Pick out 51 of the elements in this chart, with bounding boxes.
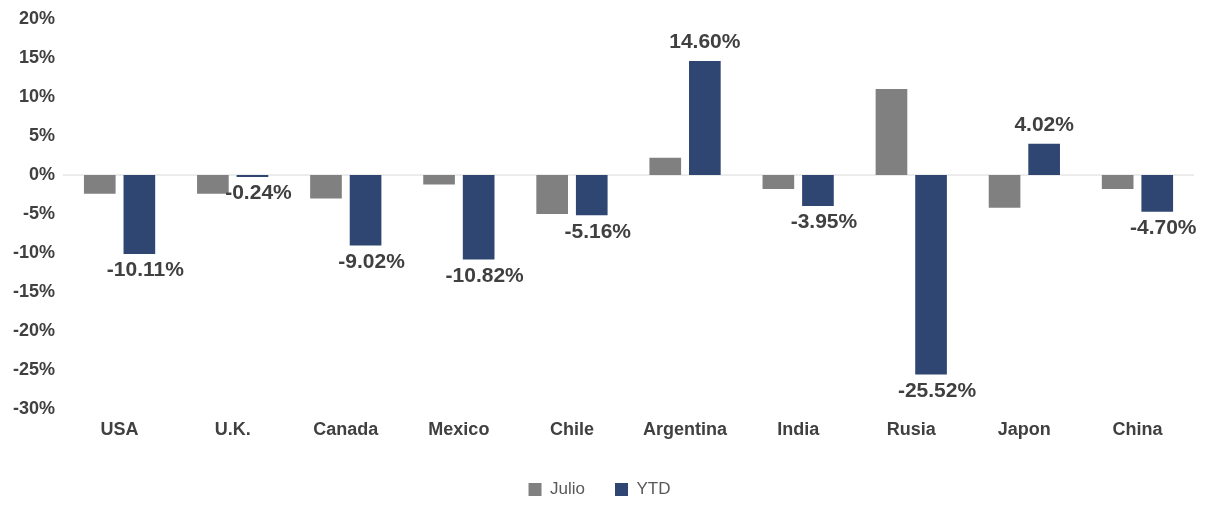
- y-tick-label: 0%: [29, 164, 56, 185]
- x-tick-label: Rusia: [886, 419, 937, 440]
- x-tick-label: Argentina: [643, 419, 729, 440]
- x-tick-label: Canada: [313, 419, 380, 440]
- x-tick-label: U.K.: [214, 419, 251, 440]
- bar: [575, 175, 608, 216]
- x-tick-label: India: [777, 419, 821, 440]
- bar: [310, 175, 342, 199]
- bar: [915, 175, 947, 375]
- y-tick-label: 15%: [18, 46, 56, 67]
- y-tick-label: -15%: [12, 281, 56, 302]
- x-tick-label: Mexico: [428, 419, 490, 440]
- y-tick-label: -30%: [12, 398, 56, 419]
- bar: [462, 175, 495, 260]
- bar: [875, 89, 908, 176]
- y-tick-label: 10%: [18, 85, 56, 106]
- bar: [1028, 143, 1060, 176]
- data-label: -25.52%: [897, 377, 977, 401]
- y-tick-label: -25%: [12, 359, 56, 380]
- data-label: -3.95%: [790, 209, 858, 233]
- y-tick-label: -20%: [12, 320, 56, 341]
- bar: [988, 175, 1021, 208]
- legend-label: Julio: [550, 479, 585, 499]
- data-label: 4.02%: [1014, 111, 1075, 135]
- y-tick-label: -5%: [23, 203, 56, 224]
- data-label: -10.11%: [106, 257, 185, 281]
- bar: [802, 175, 834, 206]
- bar: [83, 175, 116, 194]
- bar: [349, 175, 382, 246]
- bar: [689, 60, 721, 176]
- legend-label: YTD: [636, 479, 671, 499]
- bar: [123, 175, 156, 255]
- bar: [536, 175, 568, 215]
- x-tick-label: Chile: [549, 419, 594, 440]
- y-tick-label: -10%: [12, 242, 56, 263]
- data-label: -9.02%: [338, 248, 406, 272]
- data-label: -5.16%: [564, 218, 632, 242]
- data-label: 14.60%: [669, 29, 741, 53]
- data-label: -4.70%: [1129, 215, 1197, 239]
- x-tick-label: China: [1112, 419, 1164, 440]
- data-label: -10.82%: [445, 262, 525, 286]
- data-label: -0.24%: [225, 180, 293, 204]
- bar: [1141, 175, 1174, 212]
- bar: [423, 175, 455, 185]
- y-tick-label: 20%: [18, 7, 56, 28]
- bar: [762, 175, 795, 190]
- bar: [1101, 175, 1134, 190]
- bar: [649, 157, 682, 176]
- y-tick-label: 5%: [29, 124, 56, 145]
- x-tick-label: USA: [100, 419, 139, 440]
- x-tick-label: Japon: [997, 419, 1051, 440]
